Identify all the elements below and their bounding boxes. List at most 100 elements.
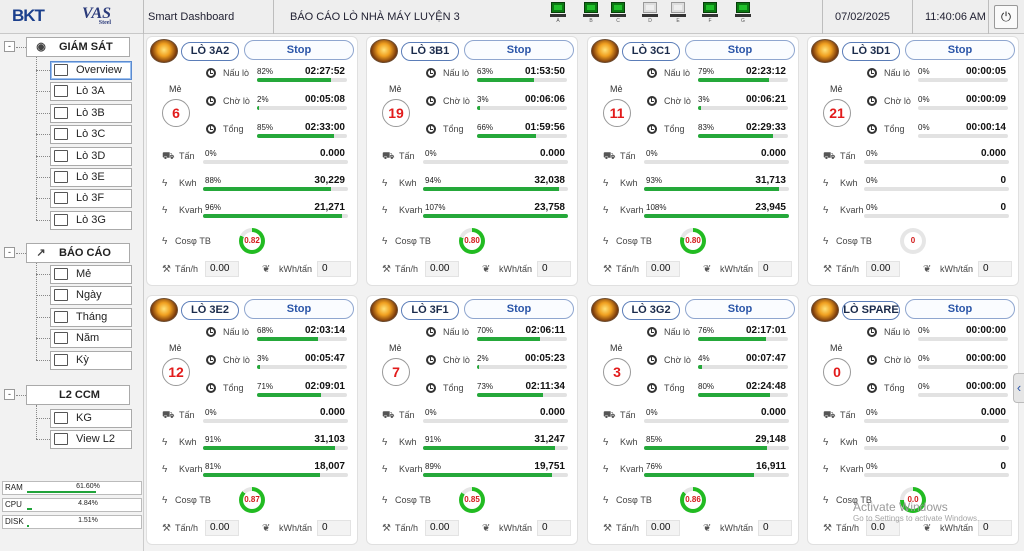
- tan-percent: 0%: [866, 408, 878, 417]
- nav-item-lò-3g[interactable]: Lò 3G: [50, 211, 132, 230]
- station-g-icon[interactable]: G: [735, 2, 751, 24]
- stop-button[interactable]: Stop: [685, 40, 795, 60]
- nav-item-tháng[interactable]: Tháng: [50, 308, 132, 327]
- station-a-icon[interactable]: A: [550, 2, 566, 24]
- clock-icon: [206, 68, 216, 78]
- power-icon: ⏻: [1000, 9, 1012, 24]
- tong-time: 01:59:56: [524, 122, 565, 133]
- clock-icon: [647, 124, 657, 134]
- lightning-icon: ϟ: [162, 178, 168, 189]
- cosphi-label: Cosφ TB: [836, 495, 872, 505]
- stop-button[interactable]: Stop: [244, 40, 354, 60]
- lightning-icon: ϟ: [162, 437, 168, 448]
- stop-button[interactable]: Stop: [905, 40, 1015, 60]
- stop-button[interactable]: Stop: [464, 299, 574, 319]
- station-f-icon[interactable]: F: [702, 2, 718, 24]
- hammer-icon: ⚒: [162, 523, 171, 534]
- side-panel-toggle[interactable]: ‹: [1013, 373, 1024, 403]
- nau-label: Nấu lò: [664, 68, 691, 78]
- station-label: A: [556, 18, 560, 24]
- tan-progress-bar: [864, 419, 1009, 423]
- stop-button[interactable]: Stop: [685, 299, 795, 319]
- nau-percent: 70%: [477, 326, 494, 335]
- cosphi-gauge: 0.82: [239, 228, 265, 254]
- station-label: D: [648, 18, 652, 24]
- kwh-value: 0: [1000, 175, 1006, 186]
- kwh-value: 0: [1000, 434, 1006, 445]
- nav-item-icon: [54, 150, 68, 162]
- nav-item-năm[interactable]: Năm: [50, 329, 132, 348]
- tan-value: 0.000: [760, 148, 786, 159]
- cho-time: 00:05:23: [524, 353, 565, 364]
- clock-icon: [647, 96, 657, 106]
- giam_sat-section-header[interactable]: ◉ GIÁM SÁT: [26, 37, 130, 57]
- l2ccm-section-header[interactable]: L2 CCM: [26, 385, 130, 405]
- kvarh-percent: 89%: [425, 462, 442, 471]
- stop-button[interactable]: Stop: [464, 40, 574, 60]
- nav-item-view-l2[interactable]: View L2: [50, 430, 132, 449]
- page-title: BÁO CÁO LÒ NHÀ MÁY LUYỆN 3: [290, 11, 460, 23]
- furnace-image: [370, 298, 398, 322]
- station-label: C: [616, 18, 620, 24]
- giam_sat-collapse-button[interactable]: -: [4, 41, 15, 52]
- nav-item-lò-3f[interactable]: Lò 3F: [50, 189, 132, 208]
- nav-item-kg[interactable]: KG: [50, 409, 132, 428]
- cosphi-label: Cosφ TB: [175, 495, 211, 505]
- cho-label: Chờ lò: [443, 96, 470, 106]
- kvarh-value: 19,751: [534, 461, 565, 472]
- hammer-icon: ⚒: [823, 523, 832, 534]
- nav-item-lò-3c[interactable]: Lò 3C: [50, 125, 132, 144]
- vas-logo: VAS Steel: [82, 5, 112, 26]
- nav-item-lò-3e[interactable]: Lò 3E: [50, 168, 132, 187]
- nav-item-icon: [54, 268, 68, 280]
- kvarh-value: 0: [1000, 202, 1006, 213]
- bkt-logo: BKT: [12, 6, 45, 25]
- kwh-progress-bar: [644, 446, 789, 450]
- nav-item-overview[interactable]: Overview: [50, 61, 132, 80]
- leaf-icon: ❦: [262, 264, 271, 275]
- nav-item-lò-3a[interactable]: Lò 3A: [50, 82, 132, 101]
- hammer-icon: ⚒: [823, 264, 832, 275]
- kwh-label: Kwh: [399, 437, 417, 447]
- cosphi-gauge: 0.86: [680, 487, 706, 513]
- tong-percent: 0%: [918, 123, 930, 132]
- cosphi-value: 0.80: [463, 232, 481, 250]
- nav-item-kỳ[interactable]: Kỳ: [50, 351, 132, 370]
- tan-label: Tấn: [840, 151, 856, 161]
- kwh-progress-bar: [423, 187, 568, 191]
- kwh-value: 31,713: [755, 175, 786, 186]
- truck-icon: ⛟: [162, 151, 175, 162]
- station-e-icon[interactable]: E: [670, 2, 686, 24]
- station-b-icon[interactable]: B: [583, 2, 599, 24]
- kwh-tan-value: 0: [758, 261, 792, 277]
- nau-progress-bar: [477, 78, 567, 82]
- furnace-image: [591, 298, 619, 322]
- station-d-icon[interactable]: D: [642, 2, 658, 24]
- truck-icon: ⛟: [162, 410, 175, 421]
- tan-percent: 0%: [425, 149, 437, 158]
- stop-button[interactable]: Stop: [244, 299, 354, 319]
- l2ccm-collapse-button[interactable]: -: [4, 389, 15, 400]
- power-button[interactable]: ⏻: [994, 5, 1018, 29]
- nav-item-ngày[interactable]: Ngày: [50, 286, 132, 305]
- bao_cao-collapse-button[interactable]: -: [4, 247, 15, 258]
- bao_cao-section-header[interactable]: ↗ BÁO CÁO: [26, 243, 130, 263]
- heat-number: 6: [162, 99, 190, 127]
- tan-progress-bar: [644, 419, 789, 423]
- cho-percent: 0%: [918, 354, 930, 363]
- station-c-icon[interactable]: C: [610, 2, 626, 24]
- kwh-percent: 0%: [866, 176, 878, 185]
- nav-item-lò-3d[interactable]: Lò 3D: [50, 147, 132, 166]
- stop-button[interactable]: Stop: [905, 299, 1015, 319]
- tong-time: 02:33:00: [304, 122, 345, 133]
- cosphi-label: Cosφ TB: [395, 495, 431, 505]
- tan-progress-bar: [423, 160, 568, 164]
- nav-item-mẻ[interactable]: Mẻ: [50, 265, 132, 284]
- tan-progress-bar: [203, 160, 348, 164]
- heat-label: Mẻ: [389, 343, 402, 353]
- clock-icon: [647, 383, 657, 393]
- tan-value: 0.000: [980, 148, 1006, 159]
- nav-item-lò-3b[interactable]: Lò 3B: [50, 104, 132, 123]
- tong-label: Tổng: [884, 383, 905, 393]
- lightning-icon: ϟ: [603, 205, 609, 216]
